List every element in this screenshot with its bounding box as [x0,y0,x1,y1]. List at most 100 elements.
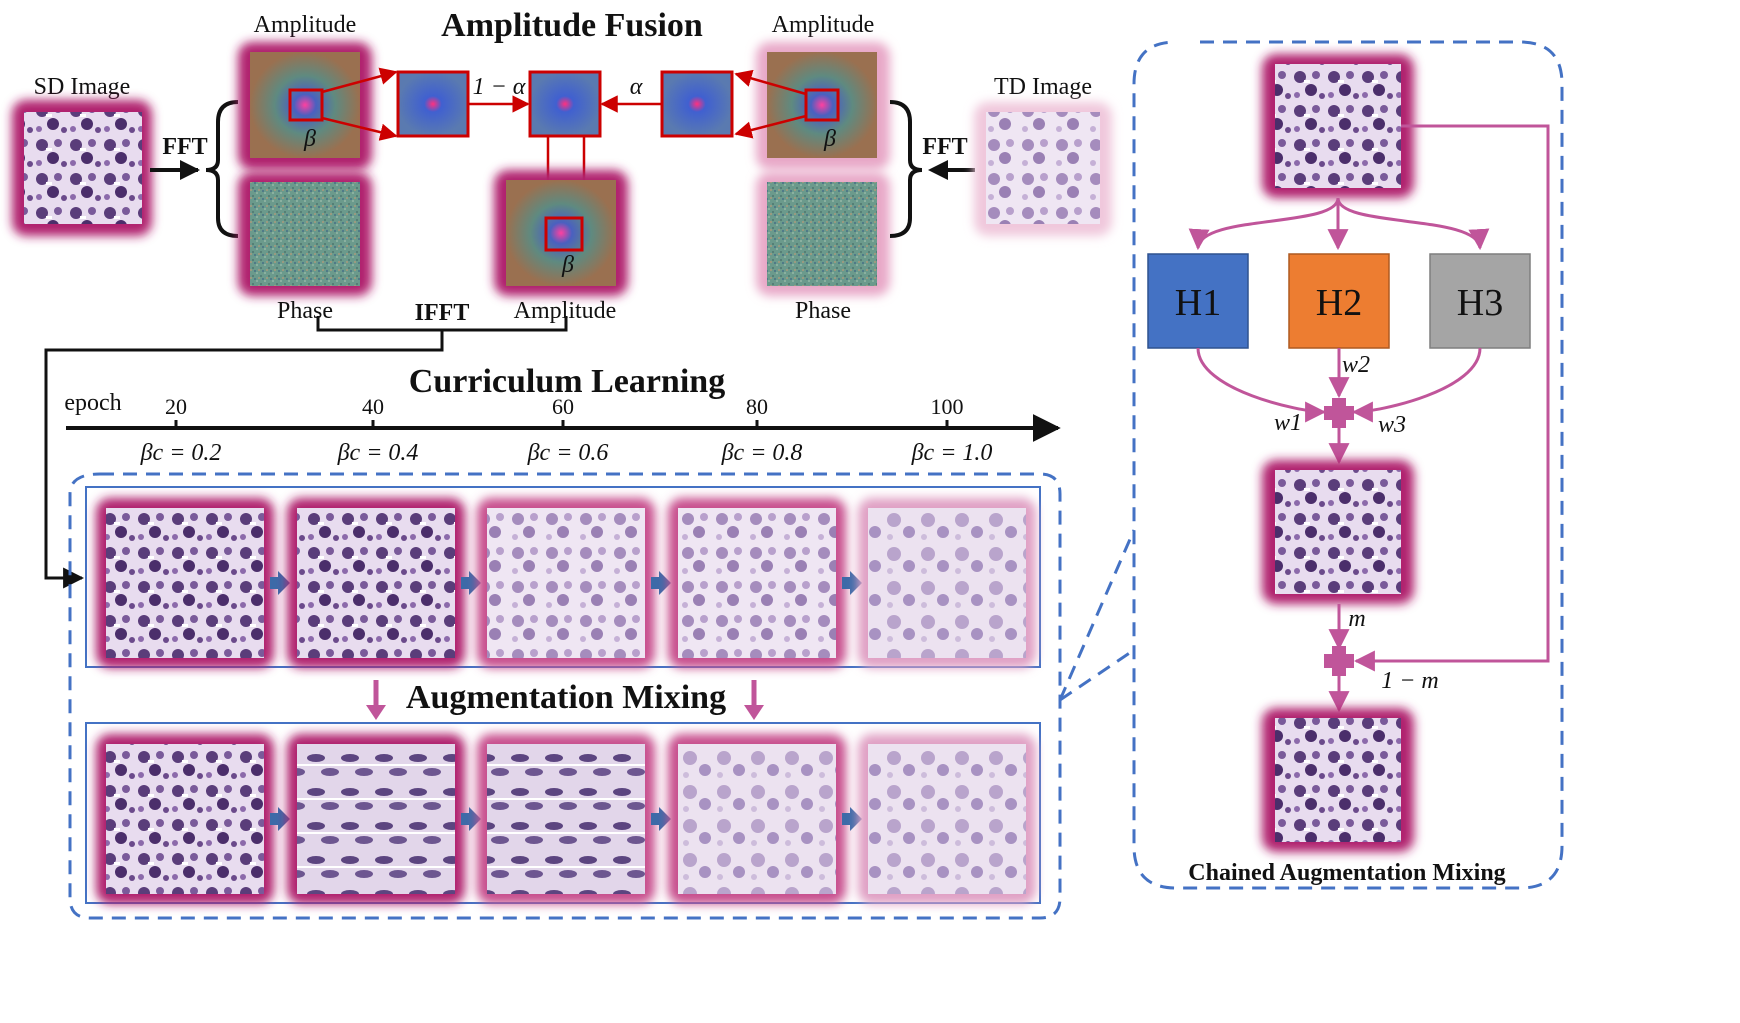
beta-fused: β [561,252,574,278]
epoch-tick-label: 80 [746,394,768,419]
crop-target-box [660,70,734,138]
mixing-image-tile [868,744,1026,894]
epoch-tick-label: 20 [165,394,187,419]
mix-weight-one-minus-m: 1 − m [1381,668,1439,694]
fft-right-arrowhead [928,160,948,180]
phase-right-label: Phase [795,298,851,324]
phase-right-spectrum [767,182,877,286]
phase-left-label: Phase [277,298,333,324]
epoch-tick-label: 40 [362,394,384,419]
one-minus-alpha: 1 − α [473,74,526,100]
next-step-arrow-icon [270,807,290,831]
next-step-arrow-icon [651,571,671,595]
beta-box-left [288,88,324,122]
chain-input-image [1275,64,1401,188]
beta-right: β [823,126,836,152]
branch-to-h1 [1188,197,1340,251]
phase-left-spectrum [250,182,360,286]
amplitude-top-left-label: Amplitude [254,12,357,38]
curriculum-image-tile [868,508,1026,658]
curriculum-dashed-container [68,472,1062,920]
h2-label: H2 [1316,282,1362,324]
crop-arrow-left-top [321,67,398,94]
chained-dashed-container [1132,40,1564,890]
weight-w2: w2 [1342,352,1370,378]
curriculum-learning-title: Curriculum Learning [409,363,725,400]
beta-schedule-label: βc = 0.2 [140,440,222,466]
sum-plus-icon [1324,398,1354,428]
beta-box-fused [544,216,584,252]
zoom-line-bottom [1059,648,1135,702]
curriculum-image-row [96,498,1036,668]
next-step-arrow-icon [461,571,481,595]
h2-box [1288,253,1390,349]
mixing-image-tile [106,744,264,894]
brace-right [889,100,923,238]
curriculum-image-tile [678,508,836,658]
epoch-axis-label: epoch [64,390,121,416]
mixing-arrow-left-head [366,705,386,720]
h1-to-sum [1196,347,1327,423]
beta-left: β [303,126,316,152]
next-step-arrow-icon [461,807,481,831]
curriculum-image-tile [487,508,645,658]
crop-source-box [396,70,470,138]
ifft-to-curriculum-arrow [44,330,444,589]
mixing-image-tile [487,744,645,894]
amplitude-left-spectrum [250,52,360,158]
weight-w1: w1 [1274,410,1302,436]
h3-box [1429,253,1531,349]
next-step-arrow-icon [270,571,290,595]
crop-arrow-right-top [734,69,807,96]
branch-to-h3 [1336,197,1490,251]
weight-w3: w3 [1378,412,1406,438]
mixing-image-tile [678,744,836,894]
alpha: α [630,74,643,100]
curriculum-image-tile [106,508,264,658]
crop-arrow-right-bottom [734,114,807,139]
next-step-arrow-icon [651,807,671,831]
beta-schedule-label: βc = 0.8 [721,440,803,466]
mixing-image-row [96,734,1036,904]
amplitude-fused-spectrum [506,180,616,286]
beta-schedule-label: βc = 1.0 [911,440,993,466]
next-step-arrow-icon [842,571,862,595]
h3-to-sum [1351,347,1482,423]
td-image [986,112,1100,224]
chain-output-image [1275,718,1401,842]
timeline-ticks: 20 βc = 0.2 40 βc = 0.4 60 βc = 0.6 80 βc = 0.8… [140,394,993,466]
brace-left [205,100,239,238]
ifft-label: IFFT [415,300,470,326]
epoch-tick-label: 60 [552,394,574,419]
fft-right-label: FFT [922,134,967,160]
chained-augmentation-mixing-title: Chained Augmentation Mixing [1188,860,1505,886]
sd-image [24,112,142,224]
skip-connection [1353,124,1550,672]
chain-mixed-image [1275,470,1401,594]
sd-image-label: SD Image [34,74,131,100]
fft-left-arrowhead [180,160,200,180]
td-image-label: TD Image [994,74,1092,100]
final-sum-plus-icon [1324,646,1354,676]
amplitude-fusion-title: Amplitude Fusion [441,7,703,44]
epoch-tick-label: 100 [931,394,964,419]
amplitude-top-right-label: Amplitude [772,12,875,38]
crop-arrow-left-bottom [321,116,398,141]
beta-schedule-label: βc = 0.4 [337,440,419,466]
augmentation-mixing-title: Augmentation Mixing [406,679,726,716]
fft-left-label: FFT [162,134,207,160]
beta-box-right [804,88,840,122]
amplitude-right-spectrum [767,52,877,158]
curriculum-image-tile [297,508,455,658]
mixing-image-tile [297,744,455,894]
h1-label: H1 [1175,282,1221,324]
zoom-line-top [1058,529,1136,701]
mix-weight-m: m [1348,606,1365,632]
mixing-arrow-right-head [744,705,764,720]
ifft-bracket [316,316,568,332]
fused-center-box [528,70,602,138]
h1-box [1147,253,1249,349]
beta-schedule-label: βc = 0.6 [527,440,609,466]
h3-label: H3 [1457,282,1503,324]
